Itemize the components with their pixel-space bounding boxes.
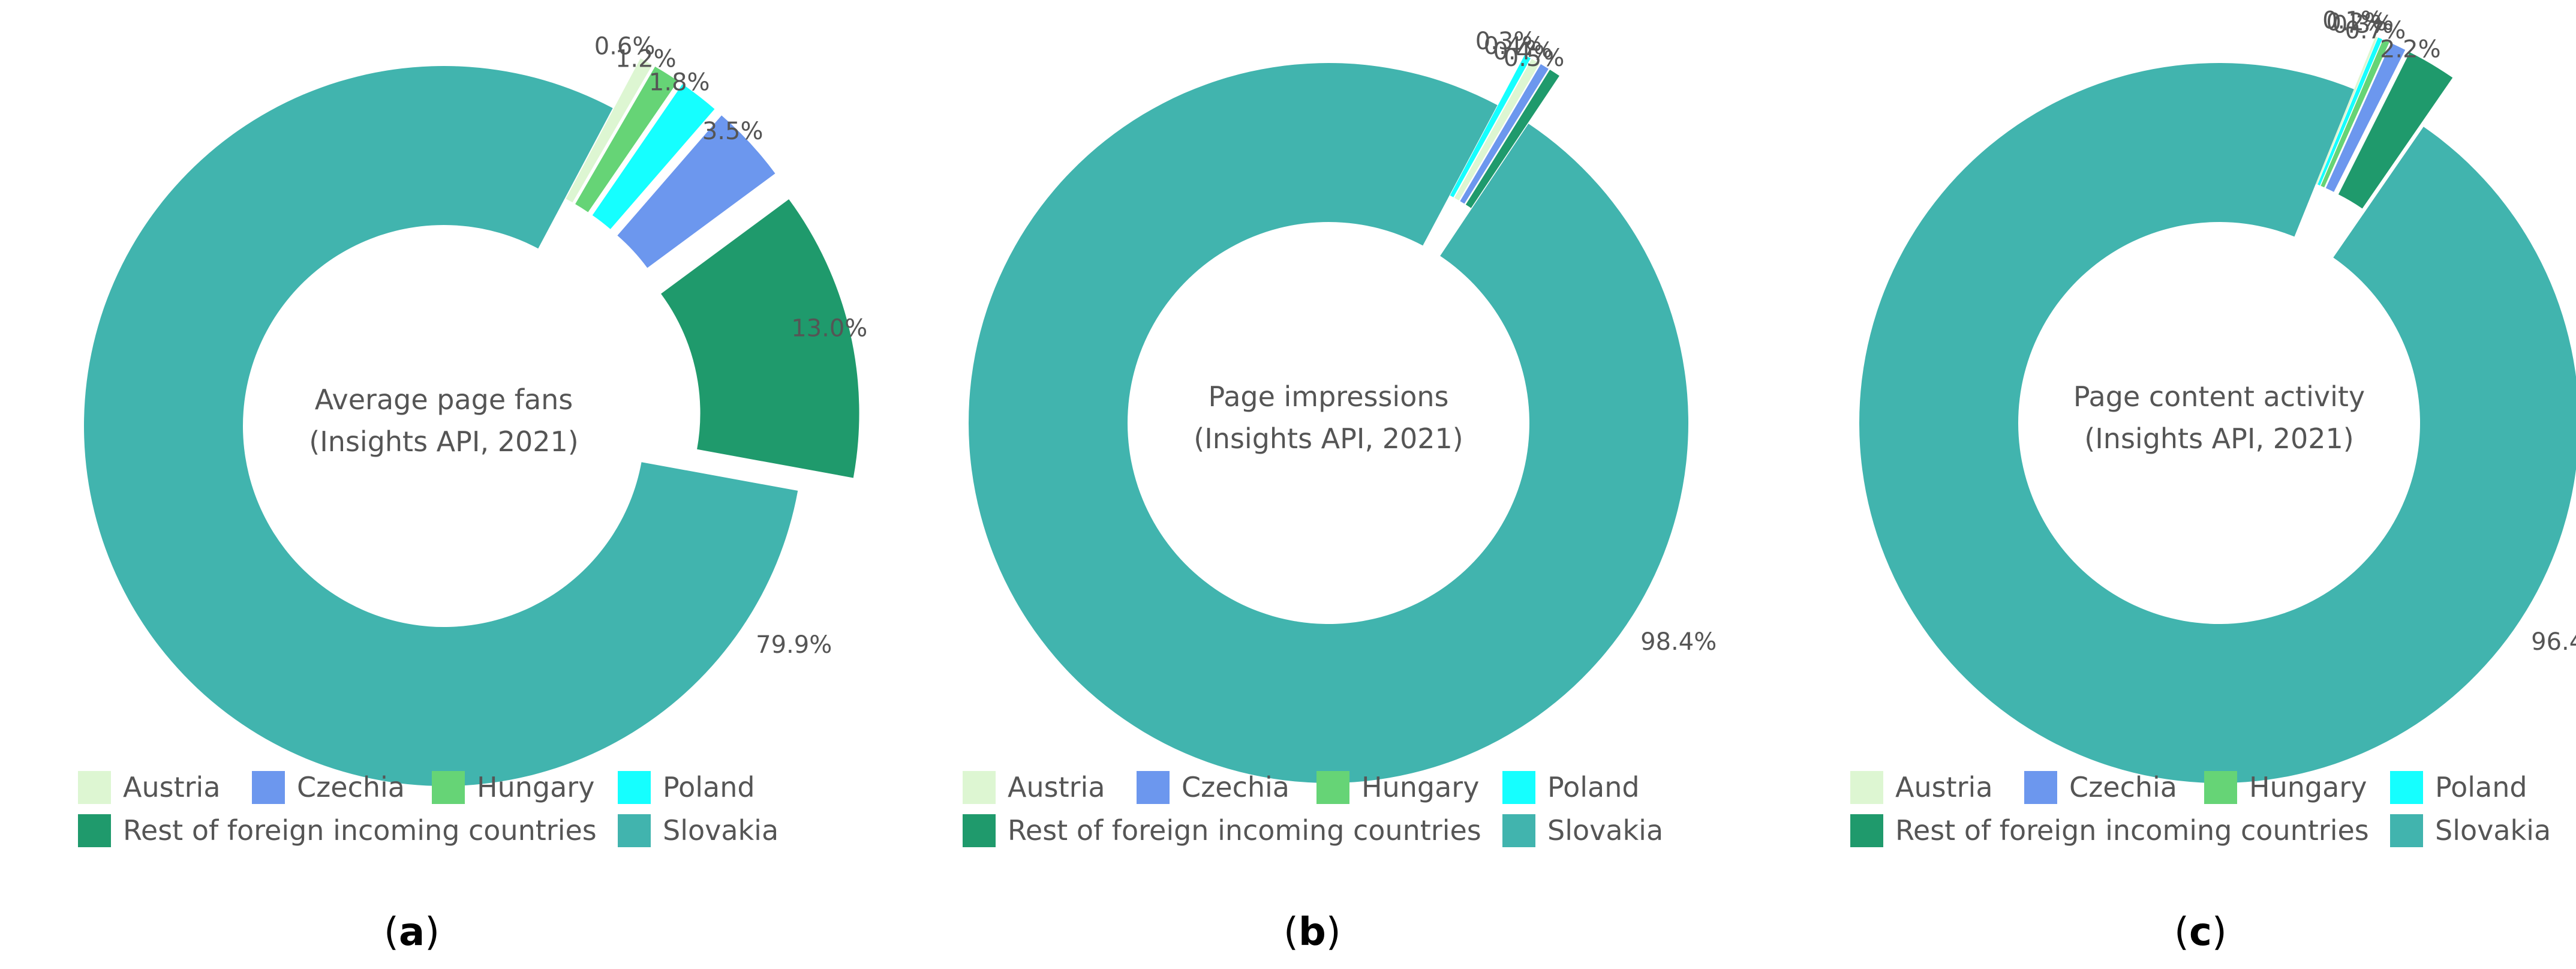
legend-swatch-czechia [252, 771, 285, 804]
slice-slovakia [969, 63, 1689, 784]
slice-czechia [1460, 64, 1549, 204]
legend-swatch-poland [1502, 771, 1535, 804]
legend-swatch-hungary [432, 771, 465, 804]
slice-czechia [2325, 43, 2406, 192]
legend-swatch-austria [78, 771, 111, 804]
chart-subtitle: (Insights API, 2021) [1194, 422, 1463, 455]
slice-poland [2318, 37, 2382, 186]
legend-label-czechia: Czechia [297, 771, 405, 803]
slice-slovakia [1859, 63, 2576, 783]
donut-chart-a: 0.6%1.2%1.8% 3.5% 13.0% 79.9% Average page f… [78, 32, 867, 955]
legend-swatch-poland [2390, 771, 2423, 804]
legend-label-slovakia: Slovakia [2435, 814, 2551, 847]
legend-swatch-slovakia [2390, 814, 2423, 847]
pct-label-hungary: 0.3% [2332, 11, 2394, 39]
legend-swatch-slovakia [618, 814, 651, 847]
chart-subtitle: (Insights API, 2021) [2084, 422, 2353, 455]
legend-swatch-hungary [2204, 771, 2237, 804]
legend-label-austria: Austria [1008, 771, 1105, 803]
slice-rest-of-foreign-incoming-countries [661, 199, 859, 478]
slice-poland [1450, 55, 1531, 197]
slice-czechia [617, 115, 775, 268]
legend-label-czechia: Czechia [1182, 771, 1289, 803]
panel-caption-letter: b [1298, 910, 1326, 955]
pct-label-slovakia: 98.4% [1640, 628, 1717, 656]
legend-label-austria: Austria [1895, 771, 1993, 803]
legend-label-czechia: Czechia [2069, 771, 2177, 803]
legend-swatch-austria [963, 771, 996, 804]
pct-label-poland: 1.8% [649, 69, 710, 97]
legend-label-hungary: Hungary [477, 771, 594, 803]
pct-label-austria: 0.6% [594, 32, 656, 60]
panel-caption-letter: a [399, 910, 425, 955]
chart-title: Average page fans [315, 383, 573, 416]
legend-swatch-rest-of-foreign-incoming-countries [78, 814, 111, 847]
legend-label-poland: Poland [663, 771, 755, 803]
legend-label-poland: Poland [2435, 771, 2527, 803]
legend-label-slovakia: Slovakia [1547, 814, 1663, 847]
legend-label-rest-of-foreign-incoming-countries: Rest of foreign incoming countries [123, 814, 597, 847]
slice-austria [2316, 36, 2378, 185]
panel-caption: (b) [1284, 910, 1341, 955]
pct-label-poland: 0.3% [1475, 28, 1537, 55]
slice-austria [566, 58, 653, 203]
legend-label-hungary: Hungary [1361, 771, 1479, 803]
pct-label-czechia: 0.7% [2345, 17, 2406, 44]
slice-hungary [2320, 39, 2389, 188]
pct-label-rest-of-foreign-incoming-countries: 13.0% [791, 314, 867, 342]
legend-swatch-czechia [2024, 771, 2057, 804]
slice-slovakia [84, 65, 798, 786]
legend-swatch-rest-of-foreign-incoming-countries [963, 814, 996, 847]
slice-rest-of-foreign-incoming-countries [1465, 70, 1559, 208]
panel-caption: (a) [384, 910, 440, 955]
legend-swatch-poland [618, 771, 651, 804]
panel-caption: (c) [2174, 910, 2227, 955]
slice-poland [592, 84, 715, 229]
pct-label-slovakia: 79.9% [756, 631, 832, 659]
pct-label-czechia: 0.4% [1493, 38, 1554, 65]
pct-label-hungary: 1.2% [615, 45, 677, 73]
chart-subtitle: (Insights API, 2021) [309, 425, 578, 458]
legend-swatch-czechia [1137, 771, 1170, 804]
panel-caption-letter: c [2189, 910, 2212, 955]
legend-label-austria: Austria [123, 771, 221, 803]
donut-chart-b: 0.3%0.4%0.4%0.5% 98.4% Page impressions (In… [963, 28, 1717, 955]
chart-title: Page impressions [1209, 380, 1449, 413]
legend-label-hungary: Hungary [2249, 771, 2367, 803]
pct-label-austria: 0.1% [2322, 7, 2383, 35]
pct-label-czechia: 3.5% [702, 118, 764, 145]
legend-label-rest-of-foreign-incoming-countries: Rest of foreign incoming countries [1895, 814, 2369, 847]
pct-label-austria: 0.4% [1484, 32, 1545, 60]
slice-hungary [575, 66, 678, 212]
legend-label-poland: Poland [1547, 771, 1640, 803]
pct-label-slovakia: 96.4% [2531, 628, 2576, 656]
pct-label-rest-of-foreign-incoming-countries: 0.5% [1504, 44, 1565, 72]
pct-label-poland: 0.2% [2326, 8, 2387, 36]
legend-swatch-hungary [1316, 771, 1349, 804]
legend-label-rest-of-foreign-incoming-countries: Rest of foreign incoming countries [1008, 814, 1481, 847]
slice-austria [1454, 59, 1540, 200]
legend-swatch-austria [1850, 771, 1883, 804]
slice-rest-of-foreign-incoming-countries [2338, 52, 2453, 209]
donut-chart-c: 0.1%0.2%0.3%0.7%2.2% 96.4% Page content ac… [1850, 7, 2576, 955]
chart-title: Page content activity [2073, 380, 2365, 413]
legend-swatch-slovakia [1502, 814, 1535, 847]
legend-swatch-rest-of-foreign-incoming-countries [1850, 814, 1883, 847]
pct-label-rest-of-foreign-incoming-countries: 2.2% [2380, 35, 2441, 63]
legend-label-slovakia: Slovakia [663, 814, 778, 847]
